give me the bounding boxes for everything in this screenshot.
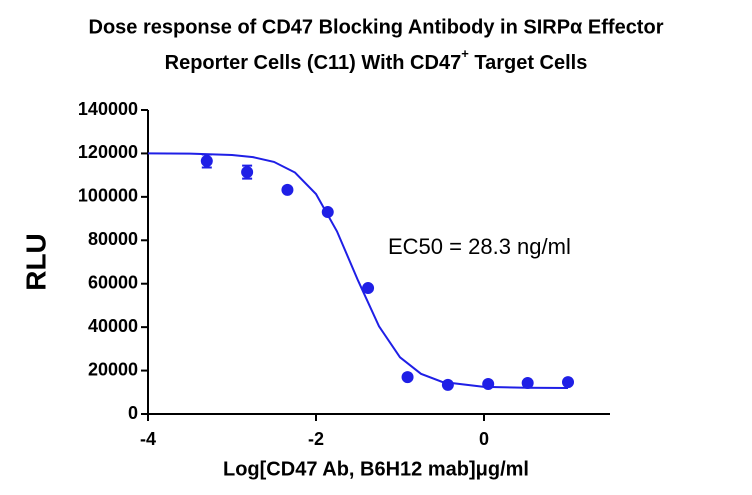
data-point (241, 166, 254, 179)
y-tick-label: 80000 (88, 229, 138, 249)
y-tick-label: 40000 (88, 316, 138, 336)
title-part: Reporter Cells (C11) With CD47 (165, 52, 462, 74)
annotation: EC50 = 28.3 ng/ml (388, 234, 571, 259)
data-point (401, 371, 414, 384)
chart-title: Dose response of CD47 Blocking Antibody … (89, 16, 664, 38)
data-point (362, 282, 375, 295)
title-superscript: + (461, 46, 469, 61)
data-point (521, 376, 534, 389)
y-tick-label: 0 (128, 403, 138, 423)
y-tick-label: 120000 (78, 142, 138, 162)
x-tick-label: -2 (308, 429, 324, 449)
data-point (562, 376, 574, 389)
y-tick-label: 140000 (78, 99, 138, 119)
data-point (281, 183, 294, 196)
chart-title-line2: Reporter Cells (C11) With CD47+ Target C… (165, 46, 588, 74)
data-point (321, 206, 334, 219)
x-axis-title: Log[CD47 Ab, B6H12 mab]μg/ml (223, 458, 529, 480)
data-point (200, 155, 213, 168)
data-point (482, 378, 495, 391)
y-tick-label: 100000 (78, 186, 138, 206)
fit-curve (147, 152, 569, 389)
data-point (441, 378, 454, 391)
title-part: Target Cells (469, 52, 588, 74)
y-tick-label: 60000 (88, 272, 138, 292)
x-tick-label: -4 (140, 429, 156, 449)
x-tick-label: 0 (479, 429, 489, 449)
y-tick-label: 20000 (88, 359, 138, 379)
y-axis-title: RLU (20, 233, 51, 291)
